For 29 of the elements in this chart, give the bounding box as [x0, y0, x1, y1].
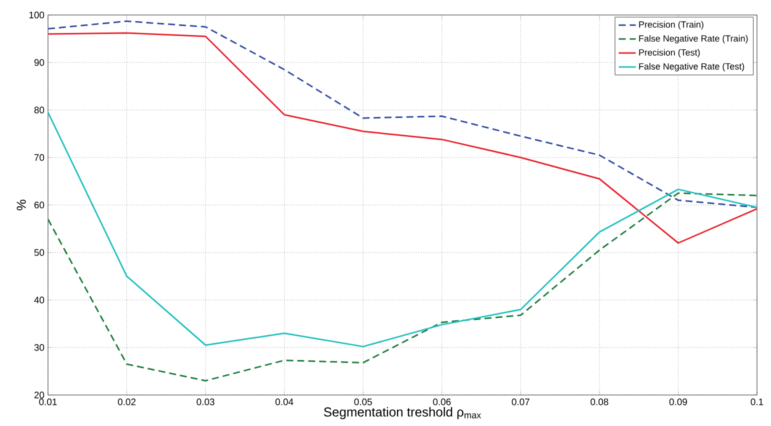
y-axis-title: % [16, 200, 26, 210]
x-tick-label: 0.06 [433, 398, 451, 406]
legend-label: False Negative Rate (Test) [639, 62, 744, 72]
y-tick-label: 70 [34, 154, 44, 161]
line-series [48, 192, 758, 382]
x-tick-label: 0.03 [196, 398, 214, 406]
x-tick-label: 0.05 [354, 398, 372, 406]
line-series [48, 20, 758, 208]
legend-label: Precision (Train) [639, 21, 704, 30]
x-axis-title: Segmentation treshold ρ$_{max}$ [324, 407, 481, 420]
y-tick-label: 90 [34, 59, 44, 66]
line-series [48, 32, 758, 244]
y-tick-label: 40 [34, 296, 44, 304]
x-tick-label: 0.1 [750, 398, 764, 406]
line-series [48, 112, 758, 348]
y-tick-label: 20 [34, 392, 44, 398]
legend-label: False Negative Rate (Train) [639, 35, 748, 44]
legend-label: Precision (Test) [639, 49, 700, 58]
x-tick-label: 0.04 [276, 398, 294, 406]
y-tick-label: 100 [29, 12, 44, 18]
x-tick-label: 0.09 [669, 398, 687, 406]
x-tick-label: 0.01 [39, 398, 57, 406]
y-tick-label: 30 [34, 344, 44, 351]
y-tick-label: 80 [34, 106, 44, 114]
x-tick-label: 0.07 [512, 398, 530, 406]
y-tick-label: 60 [34, 202, 44, 208]
x-tick-label: 0.08 [590, 398, 608, 406]
x-tick-label: 0.02 [118, 398, 136, 406]
y-tick-label: 50 [34, 249, 44, 256]
